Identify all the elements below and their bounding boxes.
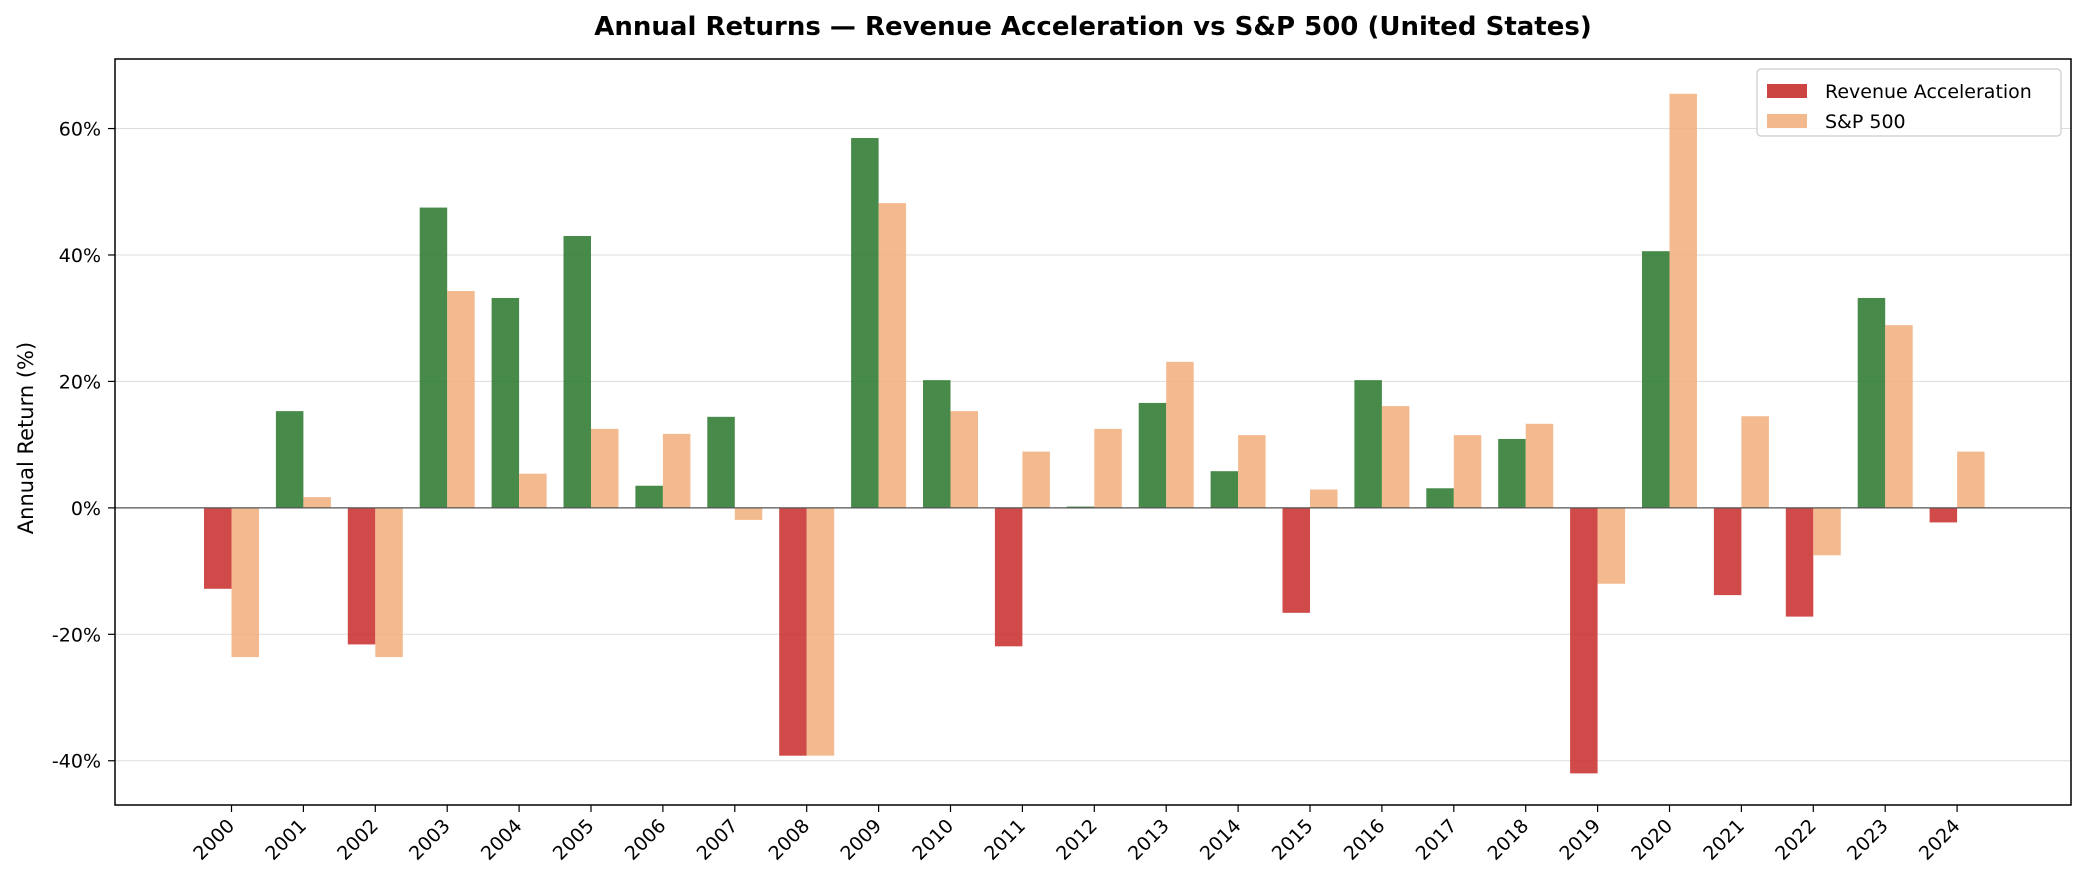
x-tick-label: 2008 bbox=[764, 815, 814, 865]
sp500-bar-2019 bbox=[1597, 507, 1626, 584]
x-tick-label: 2007 bbox=[693, 815, 743, 865]
x-tick-label: 2012 bbox=[1052, 815, 1102, 865]
sp500-bar-2011 bbox=[1022, 451, 1050, 508]
y-tick-label: -40% bbox=[52, 751, 101, 773]
x-tick-label: 2018 bbox=[1483, 815, 1533, 865]
x-tick-label: 2024 bbox=[1915, 815, 1965, 865]
legend-swatch bbox=[1767, 114, 1807, 128]
sp500-bar-2003 bbox=[447, 291, 475, 508]
revenue-acceleration-bar-2009 bbox=[851, 138, 879, 508]
sp500-bar-2008 bbox=[806, 507, 835, 756]
y-tick-label: 60% bbox=[59, 119, 101, 141]
sp500-bar-2017 bbox=[1453, 435, 1482, 508]
revenue-acceleration-bar-2008 bbox=[779, 507, 807, 756]
sp500-bar-2018 bbox=[1525, 423, 1554, 508]
sp500-bar-2015 bbox=[1310, 489, 1338, 508]
x-tick-label: 2016 bbox=[1340, 815, 1390, 865]
x-tick-label: 2004 bbox=[477, 815, 527, 865]
y-tick-label: 40% bbox=[59, 245, 101, 267]
sp500-bar-2013 bbox=[1166, 361, 1194, 508]
revenue-acceleration-bar-2004 bbox=[491, 297, 520, 508]
x-tick-label: 2009 bbox=[836, 815, 886, 865]
sp500-bar-2012 bbox=[1094, 428, 1122, 508]
revenue-acceleration-bar-2016 bbox=[1354, 380, 1382, 508]
sp500-bar-2021 bbox=[1741, 416, 1769, 508]
revenue-acceleration-bar-2006 bbox=[635, 485, 663, 508]
x-tick-label: 2022 bbox=[1771, 815, 1821, 865]
sp500-bar-2004 bbox=[519, 473, 547, 508]
revenue-acceleration-bar-2014 bbox=[1210, 471, 1239, 508]
x-tick-label: 2003 bbox=[405, 815, 455, 865]
sp500-bar-2010 bbox=[950, 411, 978, 508]
sp500-bar-2000 bbox=[231, 507, 259, 658]
legend-box bbox=[1756, 68, 2062, 137]
revenue-acceleration-bar-2024 bbox=[1929, 507, 1958, 523]
revenue-acceleration-bar-2005 bbox=[563, 236, 591, 508]
revenue-acceleration-bar-2020 bbox=[1642, 251, 1670, 508]
legend-swatch bbox=[1767, 84, 1807, 98]
x-tick-label: 2021 bbox=[1699, 815, 1749, 865]
sp500-bar-2014 bbox=[1238, 435, 1266, 508]
revenue-acceleration-bar-2011 bbox=[994, 507, 1023, 647]
x-tick-label: 2000 bbox=[189, 815, 239, 865]
sp500-bar-2024 bbox=[1957, 451, 1985, 508]
revenue-acceleration-bar-2000 bbox=[204, 507, 232, 589]
legend-label: Revenue Acceleration bbox=[1825, 81, 2032, 103]
x-tick-label: 2002 bbox=[333, 815, 383, 865]
sp500-bar-2006 bbox=[662, 433, 691, 508]
y-tick-label: -20% bbox=[52, 624, 101, 646]
sp500-bar-2009 bbox=[878, 203, 907, 508]
sp500-bar-2016 bbox=[1381, 406, 1410, 508]
x-tick-label: 2001 bbox=[261, 815, 311, 865]
revenue-acceleration-bar-2012 bbox=[1066, 506, 1095, 508]
chart-title: Annual Returns — Revenue Acceleration vs… bbox=[594, 12, 1591, 42]
revenue-acceleration-bar-2022 bbox=[1785, 507, 1814, 617]
sp500-bar-2022 bbox=[1813, 507, 1841, 556]
x-tick-label: 2017 bbox=[1412, 815, 1462, 865]
grid-lines bbox=[115, 128, 2071, 762]
y-axis-label: Annual Return (%) bbox=[14, 342, 38, 534]
x-tick-label: 2019 bbox=[1555, 815, 1605, 865]
bars-layer bbox=[204, 93, 1985, 774]
x-tick-label: 2010 bbox=[908, 815, 958, 865]
x-tick-label: 2023 bbox=[1843, 815, 1893, 865]
revenue-acceleration-bar-2013 bbox=[1138, 402, 1167, 508]
x-tick-label: 2011 bbox=[980, 815, 1030, 865]
sp500-bar-2005 bbox=[591, 428, 619, 508]
x-tick-label: 2014 bbox=[1196, 815, 1246, 865]
sp500-bar-2023 bbox=[1885, 325, 1913, 508]
revenue-acceleration-bar-2003 bbox=[419, 207, 448, 508]
x-tick-label: 2005 bbox=[549, 815, 599, 865]
revenue-acceleration-bar-2010 bbox=[923, 380, 951, 508]
plot-frame bbox=[114, 58, 2072, 806]
sp500-bar-2007 bbox=[734, 507, 763, 520]
y-tick-label: 20% bbox=[59, 371, 101, 393]
revenue-acceleration-bar-2002 bbox=[347, 507, 376, 645]
revenue-acceleration-bar-2015 bbox=[1282, 507, 1310, 613]
revenue-acceleration-bar-2018 bbox=[1498, 438, 1526, 508]
x-tick-label: 2015 bbox=[1268, 815, 1318, 865]
revenue-acceleration-bar-2001 bbox=[275, 411, 304, 508]
revenue-acceleration-bar-2023 bbox=[1857, 297, 1886, 508]
x-tick-label: 2006 bbox=[621, 815, 671, 865]
revenue-acceleration-bar-2017 bbox=[1426, 488, 1454, 508]
revenue-acceleration-bar-2019 bbox=[1570, 507, 1598, 774]
x-tick-label: 2013 bbox=[1124, 815, 1174, 865]
sp500-bar-2020 bbox=[1669, 93, 1697, 508]
sp500-bar-2001 bbox=[303, 497, 331, 508]
sp500-bar-2002 bbox=[375, 507, 403, 658]
revenue-acceleration-bar-2007 bbox=[707, 416, 735, 508]
y-tick-label: 0% bbox=[71, 498, 101, 520]
x-tick-label: 2020 bbox=[1627, 815, 1677, 865]
revenue-acceleration-bar-2021 bbox=[1713, 507, 1742, 596]
legend: Revenue Acceleration S&P 500 bbox=[1756, 68, 2062, 137]
legend-label: S&P 500 bbox=[1825, 111, 1906, 133]
